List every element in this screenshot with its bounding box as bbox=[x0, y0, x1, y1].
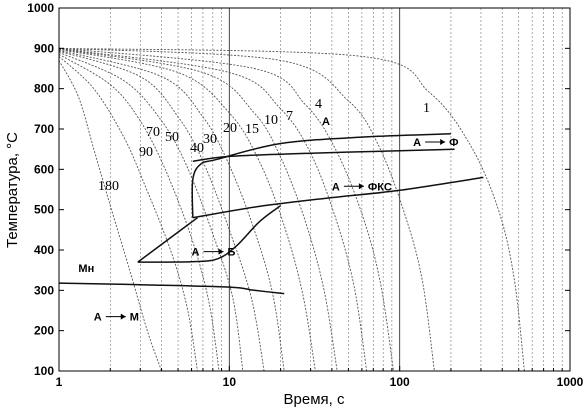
phase-boundaries bbox=[58, 133, 484, 295]
cooling-curve-180 bbox=[58, 60, 163, 372]
cooling-rate-label: 180 bbox=[98, 179, 119, 194]
phase-boundary bbox=[192, 148, 455, 163]
y-tick-label: 200 bbox=[34, 324, 54, 338]
cooling-rate-label: 1 bbox=[423, 101, 430, 116]
cooling-rate-label: 30 bbox=[203, 132, 217, 147]
cooling-curve-30 bbox=[58, 49, 285, 372]
region-label-target: ФКС bbox=[368, 181, 392, 193]
x-tick-label: 10 bbox=[223, 375, 237, 389]
arrowhead-icon bbox=[358, 183, 364, 190]
cooling-rate-label: 70 bbox=[146, 125, 160, 140]
y-tick-label: 700 bbox=[34, 122, 54, 136]
region-annotations: A A Ф A ФКС A Б Мн A M bbox=[78, 116, 458, 324]
cooling-rate-label: 4 bbox=[315, 97, 322, 112]
y-axis-label: Температура, °C bbox=[4, 132, 21, 248]
grid bbox=[109, 8, 563, 371]
cooling-rate-label: 7 bbox=[286, 109, 293, 124]
region-label-target: M bbox=[130, 312, 139, 324]
arrowhead-icon bbox=[440, 138, 446, 145]
cooling-rate-label: 15 bbox=[245, 122, 259, 137]
axis-ticks: 1 10 100 1000 100 200 300 400 500 600 700 800 900 100… bbox=[27, 1, 583, 389]
cooling-curve-70 bbox=[58, 54, 220, 372]
cooling-curve-1 bbox=[58, 47, 525, 372]
cooling-rate-label: 10 bbox=[264, 113, 278, 128]
cooling-curve-10 bbox=[58, 48, 368, 372]
cooling-rate-label: 20 bbox=[223, 121, 237, 136]
x-tick-label: 1000 bbox=[557, 375, 584, 389]
region-label: A bbox=[94, 312, 102, 324]
x-tick-label: 1 bbox=[56, 375, 63, 389]
arrowhead-icon bbox=[218, 248, 224, 255]
phase-boundary bbox=[137, 205, 282, 263]
y-tick-label: 1000 bbox=[27, 1, 54, 15]
arrowhead-icon bbox=[120, 313, 126, 320]
cooling-curves bbox=[58, 47, 525, 372]
phase-boundary bbox=[192, 176, 484, 219]
y-tick-label: 500 bbox=[34, 203, 54, 217]
x-axis-label: Время, с bbox=[284, 391, 345, 408]
region-label: A bbox=[192, 247, 200, 259]
cooling-curve-40 bbox=[58, 50, 265, 372]
plot-frame bbox=[58, 7, 571, 372]
y-tick-label: 800 bbox=[34, 82, 54, 96]
region-label-target: Б bbox=[228, 247, 236, 259]
cooling-rate-label: 40 bbox=[190, 141, 204, 156]
cooling-curve-15 bbox=[58, 48, 338, 372]
y-tick-label: 300 bbox=[34, 283, 54, 297]
cooling-rate-label: 90 bbox=[139, 145, 153, 160]
cooling-curve-7 bbox=[58, 47, 394, 372]
cooling-curve-50 bbox=[58, 51, 244, 372]
phase-boundary bbox=[58, 282, 285, 295]
cooling-curve-20 bbox=[58, 49, 316, 372]
region-label: A bbox=[322, 116, 330, 128]
cooling-curve-4 bbox=[58, 47, 435, 372]
y-tick-label: 100 bbox=[34, 364, 54, 378]
cooling-rate-label: 50 bbox=[165, 130, 179, 145]
y-tick-label: 900 bbox=[34, 41, 54, 55]
region-label: Мн bbox=[78, 263, 94, 275]
phase-boundary bbox=[137, 217, 198, 263]
region-label: A bbox=[332, 181, 340, 193]
region-label: A bbox=[413, 137, 421, 149]
region-label-target: Ф bbox=[449, 137, 458, 149]
x-tick-label: 100 bbox=[390, 375, 410, 389]
y-tick-label: 400 bbox=[34, 243, 54, 257]
y-tick-label: 600 bbox=[34, 162, 54, 176]
phase-boundary bbox=[191, 133, 451, 218]
